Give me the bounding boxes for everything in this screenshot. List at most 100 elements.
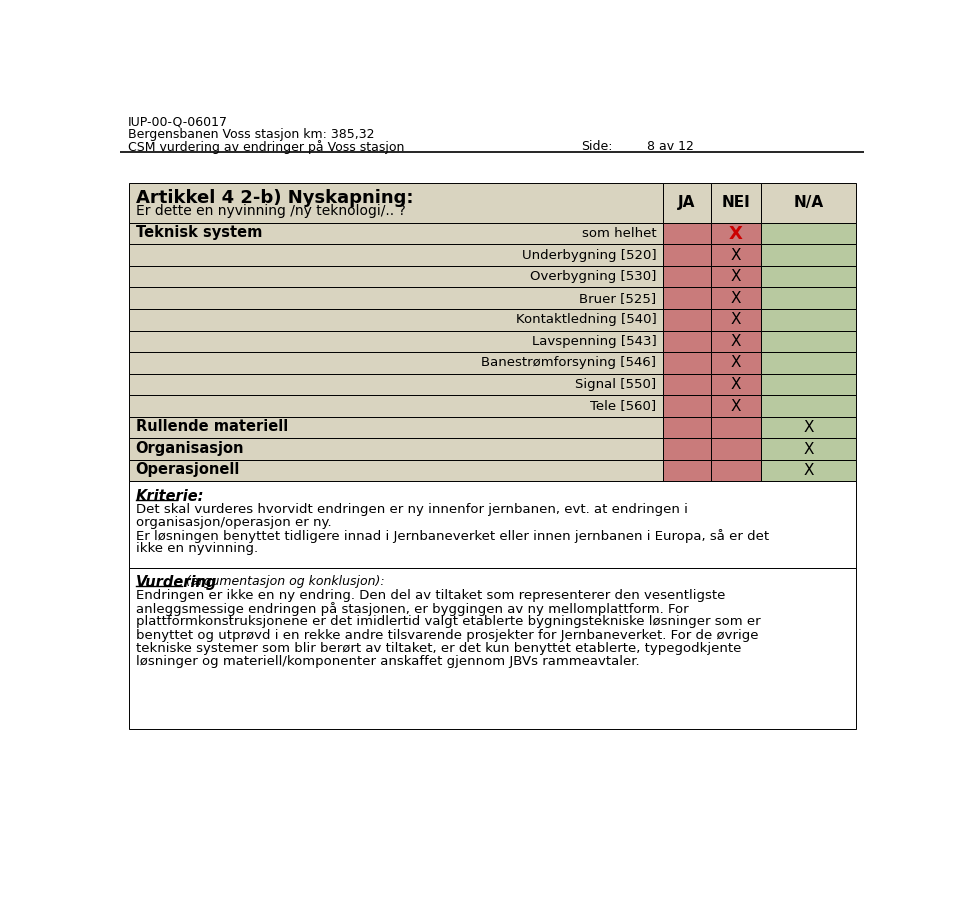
Bar [761, 460, 856, 481]
Bar [662, 438, 710, 460]
Bar [710, 352, 761, 373]
Text: Er dette en nyvinning /ny teknologi/.. ?: Er dette en nyvinning /ny teknologi/.. ? [135, 204, 405, 217]
Bar [710, 417, 761, 438]
Bar [662, 395, 710, 417]
Bar [710, 309, 761, 331]
Text: Kontaktledning [540]: Kontaktledning [540] [516, 313, 657, 326]
Text: X: X [804, 420, 814, 436]
Text: organisasjon/operasjon er ny.: organisasjon/operasjon er ny. [135, 516, 331, 530]
Bar [662, 309, 710, 331]
Bar [130, 373, 662, 395]
Bar [761, 309, 856, 331]
Text: X: X [731, 355, 741, 371]
Text: Banestrømforsyning [546]: Banestrømforsyning [546] [481, 356, 657, 370]
Bar [130, 245, 662, 266]
Text: X: X [731, 398, 741, 414]
Bar [710, 288, 761, 309]
Bar [130, 417, 662, 438]
Text: som helhet: som helhet [582, 227, 657, 240]
Bar [761, 373, 856, 395]
Text: Signal [550]: Signal [550] [575, 378, 657, 391]
Bar [130, 266, 662, 288]
Bar [761, 183, 856, 223]
Text: N/A: N/A [794, 195, 824, 210]
Text: Bruer [525]: Bruer [525] [579, 292, 657, 305]
Bar [130, 352, 662, 373]
Text: Endringen er ikke en ny endring. Den del av tiltaket som representerer den vesen: Endringen er ikke en ny endring. Den del… [135, 589, 725, 603]
Bar [662, 245, 710, 266]
Text: anleggsmessige endringen på stasjonen, er byggingen av ny mellomplattform. For: anleggsmessige endringen på stasjonen, e… [135, 603, 688, 616]
Text: X: X [731, 269, 741, 284]
Bar [130, 460, 662, 481]
Text: X: X [731, 377, 741, 392]
Bar [761, 223, 856, 245]
Bar [130, 223, 662, 245]
Text: (argumentasjon og konklusjon):: (argumentasjon og konklusjon): [182, 575, 385, 588]
Bar [710, 395, 761, 417]
Text: Lavspenning [543]: Lavspenning [543] [532, 335, 657, 348]
Bar [710, 245, 761, 266]
Text: IUP-00-Q-06017: IUP-00-Q-06017 [128, 116, 228, 129]
Text: benyttet og utprøvd i en rekke andre tilsvarende prosjekter for Jernbaneverket. : benyttet og utprøvd i en rekke andre til… [135, 628, 758, 642]
Bar [662, 223, 710, 245]
Text: Artikkel 4 2-b) Nyskapning:: Artikkel 4 2-b) Nyskapning: [135, 189, 413, 207]
Text: 8 av 12: 8 av 12 [647, 141, 694, 153]
Bar [710, 460, 761, 481]
Text: X: X [731, 290, 741, 306]
Bar [710, 183, 761, 223]
Bar [761, 245, 856, 266]
Bar [130, 481, 856, 568]
Bar [662, 373, 710, 395]
Bar [710, 266, 761, 288]
Text: Tele [560]: Tele [560] [590, 400, 657, 413]
Text: Det skal vurderes hvorvidt endringen er ny innenfor jernbanen, evt. at endringen: Det skal vurderes hvorvidt endringen er … [135, 503, 687, 516]
Bar [761, 288, 856, 309]
Bar [710, 373, 761, 395]
Bar [761, 395, 856, 417]
Text: X: X [731, 334, 741, 349]
Text: Kriterie:: Kriterie: [135, 489, 204, 504]
Text: Organisasjon: Organisasjon [135, 441, 244, 456]
Text: NEI: NEI [721, 195, 750, 210]
Text: JA: JA [678, 195, 695, 210]
Text: Er løsningen benyttet tidligere innad i Jernbaneverket eller innen jernbanen i E: Er løsningen benyttet tidligere innad i … [135, 530, 769, 543]
Bar [761, 352, 856, 373]
Text: Teknisk system: Teknisk system [135, 226, 262, 240]
Text: løsninger og materiell/komponenter anskaffet gjennom JBVs rammeavtaler.: løsninger og materiell/komponenter anska… [135, 655, 639, 667]
Text: Operasjonell: Operasjonell [135, 462, 240, 477]
Bar [662, 352, 710, 373]
Text: X: X [731, 312, 741, 327]
Text: Bergensbanen Voss stasjon km: 385,32: Bergensbanen Voss stasjon km: 385,32 [128, 128, 374, 141]
Bar [662, 460, 710, 481]
Bar [130, 438, 662, 460]
Text: Side:: Side: [581, 141, 612, 153]
Bar [662, 331, 710, 352]
Text: tekniske systemer som blir berørt av tiltaket, er det kun benyttet etablerte, ty: tekniske systemer som blir berørt av til… [135, 642, 741, 655]
Bar [710, 223, 761, 245]
Text: X: X [729, 225, 743, 243]
Bar [761, 266, 856, 288]
Text: Rullende materiell: Rullende materiell [135, 419, 288, 435]
Bar [662, 266, 710, 288]
Bar [130, 331, 662, 352]
Bar [662, 183, 710, 223]
Bar [761, 331, 856, 352]
Bar [710, 438, 761, 460]
Text: Vurdering: Vurdering [135, 575, 217, 591]
Bar [130, 288, 662, 309]
Bar [761, 438, 856, 460]
Bar [761, 417, 856, 438]
Text: X: X [804, 463, 814, 478]
Bar [662, 417, 710, 438]
Bar [662, 288, 710, 309]
Text: X: X [804, 442, 814, 456]
Bar [130, 183, 662, 223]
Text: Underbygning [520]: Underbygning [520] [521, 248, 657, 262]
Text: X: X [731, 247, 741, 263]
Bar [130, 395, 662, 417]
Text: ikke en nyvinning.: ikke en nyvinning. [135, 542, 257, 555]
Bar [130, 309, 662, 331]
Text: plattformkonstruksjonene er det imidlertid valgt etablerte bygningstekniske løsn: plattformkonstruksjonene er det imidlert… [135, 615, 760, 628]
Text: Overbygning [530]: Overbygning [530] [530, 270, 657, 283]
Bar [710, 331, 761, 352]
